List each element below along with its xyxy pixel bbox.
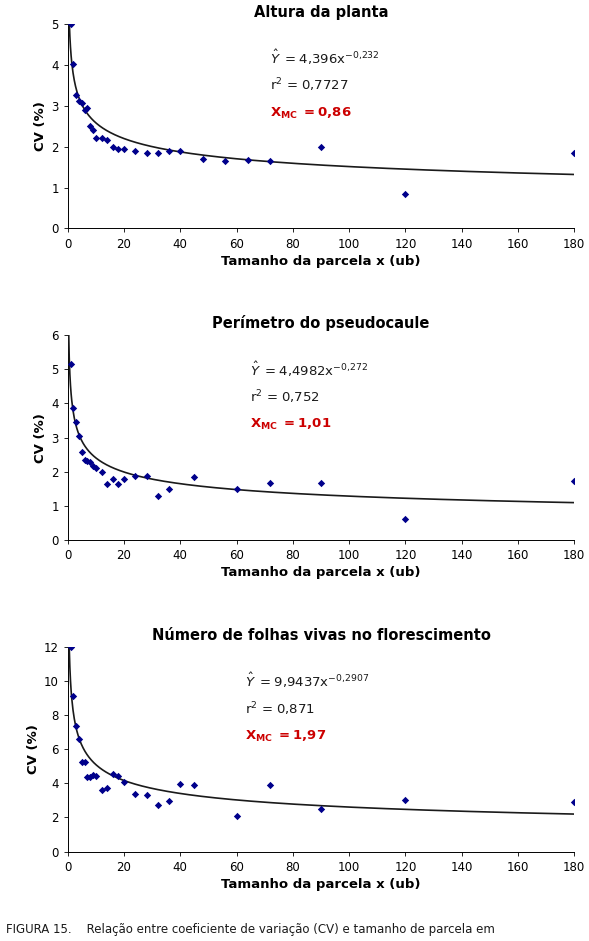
Point [316, 802, 326, 817]
Point [570, 794, 579, 809]
Point [232, 808, 241, 823]
Point [176, 143, 185, 158]
Y-axis label: CV (%): CV (%) [34, 101, 47, 151]
Point [102, 780, 112, 795]
Point [142, 145, 151, 160]
Point [114, 476, 123, 491]
Point [120, 774, 129, 789]
Point [221, 153, 230, 168]
Point [164, 144, 174, 159]
Point [164, 481, 174, 496]
Point [176, 776, 185, 791]
Point [570, 145, 579, 160]
Point [108, 139, 117, 154]
Point [120, 471, 129, 486]
Point [77, 755, 87, 770]
Point [85, 770, 95, 785]
Point [153, 798, 163, 813]
Point [69, 689, 78, 704]
Point [153, 488, 163, 503]
Point [71, 88, 81, 103]
Point [66, 640, 75, 655]
Title: Número de folhas vivas no florescimento: Número de folhas vivas no florescimento [151, 628, 491, 643]
Point [131, 787, 140, 802]
Title: Altura da planta: Altura da planta [254, 5, 388, 20]
Text: $\hat{Y}$ $= 4{,}4982\mathrm{x}^{-0{,}272}$: $\hat{Y}$ $= 4{,}4982\mathrm{x}^{-0{,}27… [250, 359, 368, 379]
Point [198, 152, 207, 167]
Point [131, 143, 140, 158]
Text: $\hat{Y}$ $= 9{,}9437\mathrm{x}^{-0{,}2907}$: $\hat{Y}$ $= 9{,}9437\mathrm{x}^{-0{,}29… [245, 671, 369, 691]
Point [82, 454, 92, 469]
Text: FIGURA 15.    Relação entre coeficiente de variação (CV) e tamanho de parcela em: FIGURA 15. Relação entre coeficiente de … [6, 923, 495, 936]
Text: $\mathbf{X_{MC}}$ $\mathbf{= 1{,}97}$: $\mathbf{X_{MC}}$ $\mathbf{= 1{,}97}$ [245, 728, 326, 743]
Point [114, 141, 123, 156]
Point [102, 133, 112, 148]
Point [80, 755, 90, 770]
Text: r$^2$ = 0,752: r$^2$ = 0,752 [250, 389, 320, 406]
Point [91, 460, 101, 475]
Text: r$^2$ = 0,871: r$^2$ = 0,871 [245, 700, 315, 718]
Text: $\mathbf{X_{MC}}$ $\mathbf{= 1{,}01}$: $\mathbf{X_{MC}}$ $\mathbf{= 1{,}01}$ [250, 417, 332, 432]
Point [85, 119, 95, 134]
Point [71, 719, 81, 734]
Text: $\mathbf{X_{MC}}$ $\mathbf{= 0{,}86}$: $\mathbf{X_{MC}}$ $\mathbf{= 0{,}86}$ [270, 105, 352, 120]
Point [88, 122, 98, 137]
Point [80, 453, 90, 468]
Point [570, 473, 579, 488]
Point [266, 153, 275, 168]
Point [97, 783, 106, 798]
Point [77, 96, 87, 111]
Point [97, 464, 106, 479]
Point [190, 777, 199, 792]
Point [66, 357, 75, 372]
Y-axis label: CV (%): CV (%) [34, 412, 47, 463]
Point [316, 475, 326, 490]
Point [88, 458, 98, 473]
Point [91, 131, 101, 146]
Point [82, 100, 92, 115]
Point [266, 475, 275, 490]
Point [401, 511, 410, 526]
Point [69, 400, 78, 415]
Point [74, 428, 84, 443]
Point [82, 770, 92, 785]
Point [232, 481, 241, 496]
Point [243, 152, 253, 167]
Point [316, 139, 326, 154]
Point [401, 793, 410, 808]
Point [91, 768, 101, 783]
Point [401, 186, 410, 201]
Text: $\hat{Y}$ $= 4{,}396\mathrm{x}^{-0{,}232}$: $\hat{Y}$ $= 4{,}396\mathrm{x}^{-0{,}232… [270, 48, 380, 67]
Text: r$^2$ = 0,7727: r$^2$ = 0,7727 [270, 77, 349, 94]
Point [74, 94, 84, 109]
Point [66, 17, 75, 32]
Point [71, 415, 81, 430]
Point [153, 145, 163, 160]
Point [77, 444, 87, 459]
Point [164, 793, 174, 808]
Point [108, 766, 117, 781]
Point [142, 469, 151, 484]
Title: Perímetro do pseudocaule: Perímetro do pseudocaule [212, 315, 430, 331]
Point [88, 767, 98, 782]
Point [108, 471, 117, 486]
Point [114, 769, 123, 784]
Point [74, 732, 84, 747]
Point [142, 788, 151, 803]
Point [190, 470, 199, 485]
Point [102, 476, 112, 491]
X-axis label: Tamanho da parcela x (ub): Tamanho da parcela x (ub) [221, 566, 421, 580]
Point [131, 469, 140, 484]
Point [120, 141, 129, 156]
Y-axis label: CV (%): CV (%) [27, 725, 39, 774]
X-axis label: Tamanho da parcela x (ub): Tamanho da parcela x (ub) [221, 255, 421, 267]
X-axis label: Tamanho da parcela x (ub): Tamanho da parcela x (ub) [221, 878, 421, 891]
Point [85, 455, 95, 470]
Point [80, 102, 90, 117]
Point [266, 777, 275, 792]
Point [69, 56, 78, 72]
Point [97, 131, 106, 146]
